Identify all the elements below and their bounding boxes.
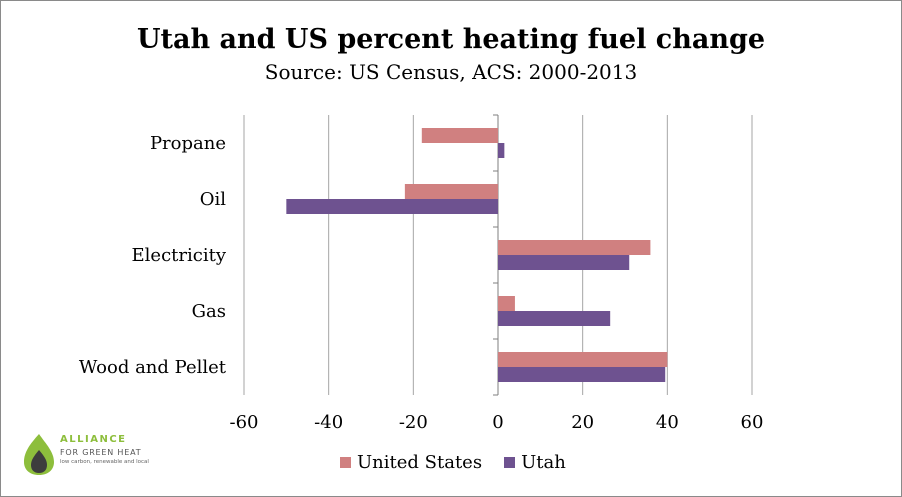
logo-line-3: low carbon, renewable and local xyxy=(60,459,149,465)
category-label: Electricity xyxy=(132,245,227,266)
bar-united-states xyxy=(404,184,498,199)
x-tick-label: 60 xyxy=(741,412,764,433)
logo-line-1: ALLIANCE xyxy=(60,434,127,445)
x-tick-label: -20 xyxy=(399,412,428,433)
legend: United States Utah xyxy=(340,450,588,474)
legend-swatch-utah xyxy=(504,456,516,468)
legend-item-utah: Utah xyxy=(504,452,566,473)
logo-line-2: FOR GREEN HEAT xyxy=(60,448,142,457)
alliance-for-green-heat-logo: ALLIANCE FOR GREEN HEAT low carbon, rene… xyxy=(22,432,192,476)
bar-utah xyxy=(498,311,611,326)
leaf-flame-icon xyxy=(24,434,54,475)
category-label: Gas xyxy=(192,301,226,322)
bar-utah xyxy=(286,199,498,214)
category-label: Wood and Pellet xyxy=(79,357,227,378)
x-tick-label: 20 xyxy=(571,412,594,433)
x-tick-label: -40 xyxy=(314,412,343,433)
bar-utah xyxy=(498,255,630,270)
bar-utah xyxy=(498,143,505,158)
legend-swatch-united-states xyxy=(340,456,351,468)
chart-title: Utah and US percent heating fuel change xyxy=(136,24,766,55)
category-label: Propane xyxy=(150,133,226,154)
legend-label-utah: Utah xyxy=(521,451,566,473)
legend-item-united-states: United States xyxy=(340,452,482,473)
x-tick-label: -60 xyxy=(230,412,259,433)
bar-united-states xyxy=(498,240,651,255)
x-tick-label: 40 xyxy=(656,412,679,433)
bar-united-states xyxy=(421,128,498,143)
bar-utah xyxy=(498,367,666,382)
bar-united-states xyxy=(498,296,515,311)
legend-label-united-states: United States xyxy=(357,451,483,473)
x-tick-label: 0 xyxy=(492,412,503,433)
bar-united-states xyxy=(498,352,668,367)
category-label: Oil xyxy=(200,189,227,210)
chart-subtitle: Source: US Census, ACS: 2000-2013 xyxy=(264,60,638,84)
